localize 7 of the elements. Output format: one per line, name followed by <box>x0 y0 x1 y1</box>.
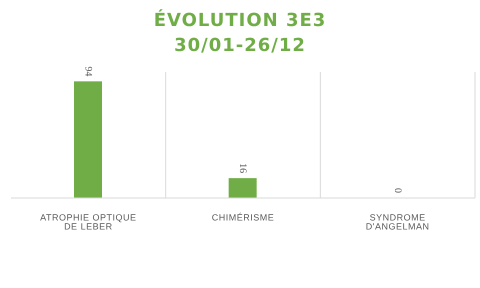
x-tick-label: ATROPHIE OPTIQUE DE LEBER <box>40 212 137 232</box>
data-label: 94 <box>82 66 94 76</box>
x-tick-label: SYNDROME D'ANGELMAN <box>366 212 430 232</box>
data-label: 16 <box>237 163 248 174</box>
x-tick-label: CHIMÉRISME <box>212 212 274 222</box>
chart-title: ÉVOLUTION 3E3 30/01-26/12 <box>152 8 328 58</box>
data-label: 0 <box>392 188 403 193</box>
